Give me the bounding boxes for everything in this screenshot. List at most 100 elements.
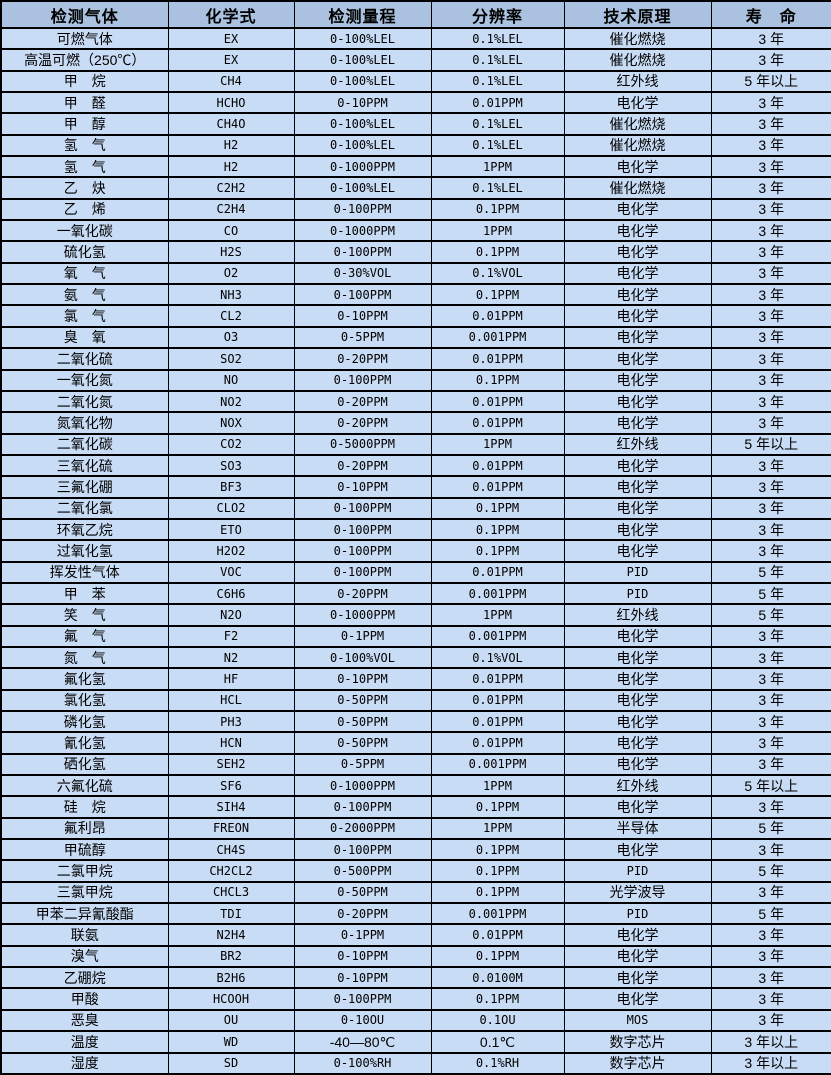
table-cell: 0-2000PPM — [293, 816, 432, 841]
table-cell: 电化学 — [563, 261, 712, 286]
table-row: 二氧化氮 NO2 0-20PPM 0.01PPM 电化学 3 年 — [0, 389, 831, 414]
table-cell: 电化学 — [563, 453, 712, 478]
table-cell: HF — [167, 667, 295, 691]
table-cell: 0.1%RH — [430, 1051, 565, 1075]
table-cell: 0-100%RH — [293, 1051, 432, 1075]
table-cell: EX — [167, 26, 295, 51]
table-cell: 电化学 — [563, 966, 712, 990]
table-cell: OU — [167, 1008, 295, 1033]
table-cell: C2H2 — [167, 176, 295, 200]
table-cell: MOS — [563, 1008, 712, 1033]
table-row: 甲 醇 CH4O 0-100%LEL 0.1%LEL 催化燃烧 3 年 — [0, 112, 831, 136]
table-cell: 电化学 — [563, 240, 712, 264]
table-cell: 1PPM — [430, 219, 565, 243]
table-body: 可燃气体 EX 0-100%LEL 0.1%LEL 催化燃烧 3 年高温可燃（250℃） E… — [0, 26, 831, 1075]
table-cell: 0-100PPM — [293, 283, 432, 307]
table-cell: NH3 — [167, 283, 295, 307]
table-cell: 3 年 — [710, 795, 831, 819]
table-row: 乙 炔 C2H2 0-100%LEL 0.1%LEL 催化燃烧 3 年 — [0, 176, 831, 200]
table-cell: 1PPM — [430, 155, 565, 179]
table-cell: 催化燃烧 — [563, 48, 712, 72]
table-cell: VOC — [167, 560, 295, 584]
table-cell: 甲 醛 — [0, 91, 169, 115]
table-cell: HCHO — [167, 91, 295, 115]
table-row: 挥发性气体 VOC 0-100PPM 0.01PPM PID 5 年 — [0, 560, 831, 584]
table-cell: 3 年 — [710, 347, 831, 371]
table-cell: 0.01PPM — [430, 731, 565, 755]
table-cell: 0.01PPM — [430, 91, 565, 115]
table-cell: 0.1%VOL — [430, 645, 565, 670]
table-cell: 硅 烷 — [0, 795, 169, 819]
table-cell: 3 年 — [710, 368, 831, 392]
table-row: 联氨 N2H4 0-1PPM 0.01PPM 电化学 3 年 — [0, 923, 831, 947]
table-row: 氮氧化物 NOX 0-20PPM 0.01PPM 电化学 3 年 — [0, 411, 831, 435]
table-cell: 电化学 — [563, 347, 712, 371]
table-cell: PID — [563, 560, 712, 584]
table-cell: 0.1PPM — [430, 987, 565, 1011]
table-cell: 0.01PPM — [430, 389, 565, 414]
table-cell: 0-10PPM — [293, 91, 432, 115]
table-cell: 0.1%VOL — [430, 261, 565, 286]
table-row: 甲酸 HCOOH 0-100PPM 0.1PPM 电化学 3 年 — [0, 987, 831, 1011]
table-cell: 0-30%VOL — [293, 261, 432, 286]
table-cell: C2H4 — [167, 197, 295, 222]
table-cell: O3 — [167, 325, 295, 350]
table-cell: 1PPM — [430, 774, 565, 798]
column-header-2: 检测量程 — [293, 0, 432, 29]
table-cell: 3 年 — [710, 709, 831, 734]
table-cell: 0-20PPM — [293, 389, 432, 414]
table-cell: 六氟化硫 — [0, 774, 169, 798]
table-cell: O2 — [167, 261, 295, 286]
table-cell: 0-5PPM — [293, 325, 432, 350]
table-row: 甲 苯 C6H6 0-20PPM 0.001PPM PID 5 年 — [0, 581, 831, 606]
table-cell: 红外线 — [563, 69, 712, 94]
table-cell: 5 年以上 — [710, 774, 831, 798]
table-cell: N2 — [167, 645, 295, 670]
table-cell: 红外线 — [563, 432, 712, 456]
table-cell: 0.01PPM — [430, 453, 565, 478]
table-cell: EX — [167, 48, 295, 72]
table-header: 检测气体 化学式 检测量程 分辨率 技术原理寿 命 — [0, 0, 831, 29]
table-cell: 3 年 — [710, 389, 831, 414]
table-cell: 氯化氢 — [0, 688, 169, 713]
column-header-5: 寿 命 — [710, 0, 831, 29]
table-row: 乙硼烷 B2H6 0-10PPM 0.0100M 电化学 3 年 — [0, 966, 831, 990]
table-row: 甲苯二异氰酸酯 TDI 0-20PPM 0.001PPM PID 5 年 — [0, 902, 831, 926]
table-cell: 3 年以上 — [710, 1051, 831, 1075]
table-cell: 乙 烯 — [0, 197, 169, 222]
table-cell: HCOOH — [167, 987, 295, 1011]
table-cell: 0-10OU — [293, 1008, 432, 1033]
table-row: 一氧化氮 NO 0-100PPM 0.1PPM 电化学 3 年 — [0, 368, 831, 392]
table-cell: 3 年 — [710, 133, 831, 158]
table-cell: 0.001PPM — [430, 752, 565, 777]
table-cell: 3 年 — [710, 987, 831, 1011]
table-cell: 3 年 — [710, 176, 831, 200]
table-cell: 湿度 — [0, 1051, 169, 1075]
table-cell: 温度 — [0, 1030, 169, 1054]
table-cell: 二氧化氯 — [0, 496, 169, 520]
table-row: 环氧乙烷 ETO 0-100PPM 0.1PPM 电化学 3 年 — [0, 517, 831, 542]
table-cell: 电化学 — [563, 709, 712, 734]
table-cell: 二氧化氮 — [0, 389, 169, 414]
column-header-4: 技术原理 — [563, 0, 712, 29]
table-cell: 0-100PPM — [293, 987, 432, 1011]
table-cell: 电化学 — [563, 155, 712, 179]
table-row: 二氧化硫 SO2 0-20PPM 0.01PPM 电化学 3 年 — [0, 347, 831, 371]
table-cell: 0.01PPM — [430, 475, 565, 499]
table-cell: NO2 — [167, 389, 295, 414]
table-cell: 0-100PPM — [293, 368, 432, 392]
table-cell: 3 年 — [710, 304, 831, 328]
table-cell: 0-500PPM — [293, 859, 432, 883]
table-row: 甲 烷 CH4 0-100%LEL 0.1%LEL 红外线 5 年以上 — [0, 69, 831, 94]
table-row: 氢 气 H2 0-100%LEL 0.1%LEL 催化燃烧 3 年 — [0, 133, 831, 158]
table-cell: 数字芯片 — [563, 1030, 712, 1054]
table-cell: 0-100PPM — [293, 560, 432, 584]
table-row: 甲硫醇 CH4S 0-100PPM 0.1PPM 电化学 3 年 — [0, 838, 831, 862]
table-row: 氟利昂 FREON 0-2000PPM 1PPM 半导体 5 年 — [0, 816, 831, 841]
table-cell: 0-10PPM — [293, 944, 432, 969]
table-cell: 3 年 — [710, 453, 831, 478]
table-cell: 3 年 — [710, 517, 831, 542]
table-cell: 3 年 — [710, 475, 831, 499]
table-cell: 电化学 — [563, 645, 712, 670]
